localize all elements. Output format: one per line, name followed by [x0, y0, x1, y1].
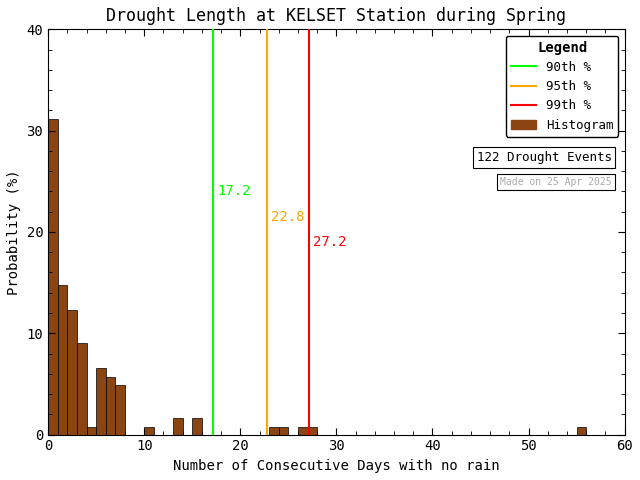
Bar	[48, 120, 58, 434]
X-axis label: Number of Consecutive Days with no rain: Number of Consecutive Days with no rain	[173, 459, 500, 473]
Bar	[298, 427, 308, 434]
Y-axis label: Probability (%): Probability (%)	[7, 169, 21, 295]
Bar	[96, 368, 106, 434]
Text: Made on 25 Apr 2025: Made on 25 Apr 2025	[500, 177, 612, 187]
Bar	[106, 377, 115, 434]
Text: 122 Drought Events: 122 Drought Events	[477, 151, 612, 164]
Bar	[58, 285, 67, 434]
Title: Drought Length at KELSET Station during Spring: Drought Length at KELSET Station during …	[106, 7, 566, 25]
Bar	[144, 427, 154, 434]
Bar	[269, 427, 279, 434]
Bar	[279, 427, 289, 434]
Bar	[77, 343, 86, 434]
Bar	[67, 310, 77, 434]
Bar	[86, 427, 96, 434]
Bar	[577, 427, 586, 434]
Text: 27.2: 27.2	[314, 235, 347, 249]
Text: 22.8: 22.8	[271, 210, 305, 224]
Legend: 90th %, 95th %, 99th %, Histogram: 90th %, 95th %, 99th %, Histogram	[506, 36, 618, 136]
Text: 17.2: 17.2	[217, 184, 251, 198]
Bar	[115, 385, 125, 434]
Bar	[308, 427, 317, 434]
Bar	[173, 419, 182, 434]
Bar	[192, 419, 202, 434]
